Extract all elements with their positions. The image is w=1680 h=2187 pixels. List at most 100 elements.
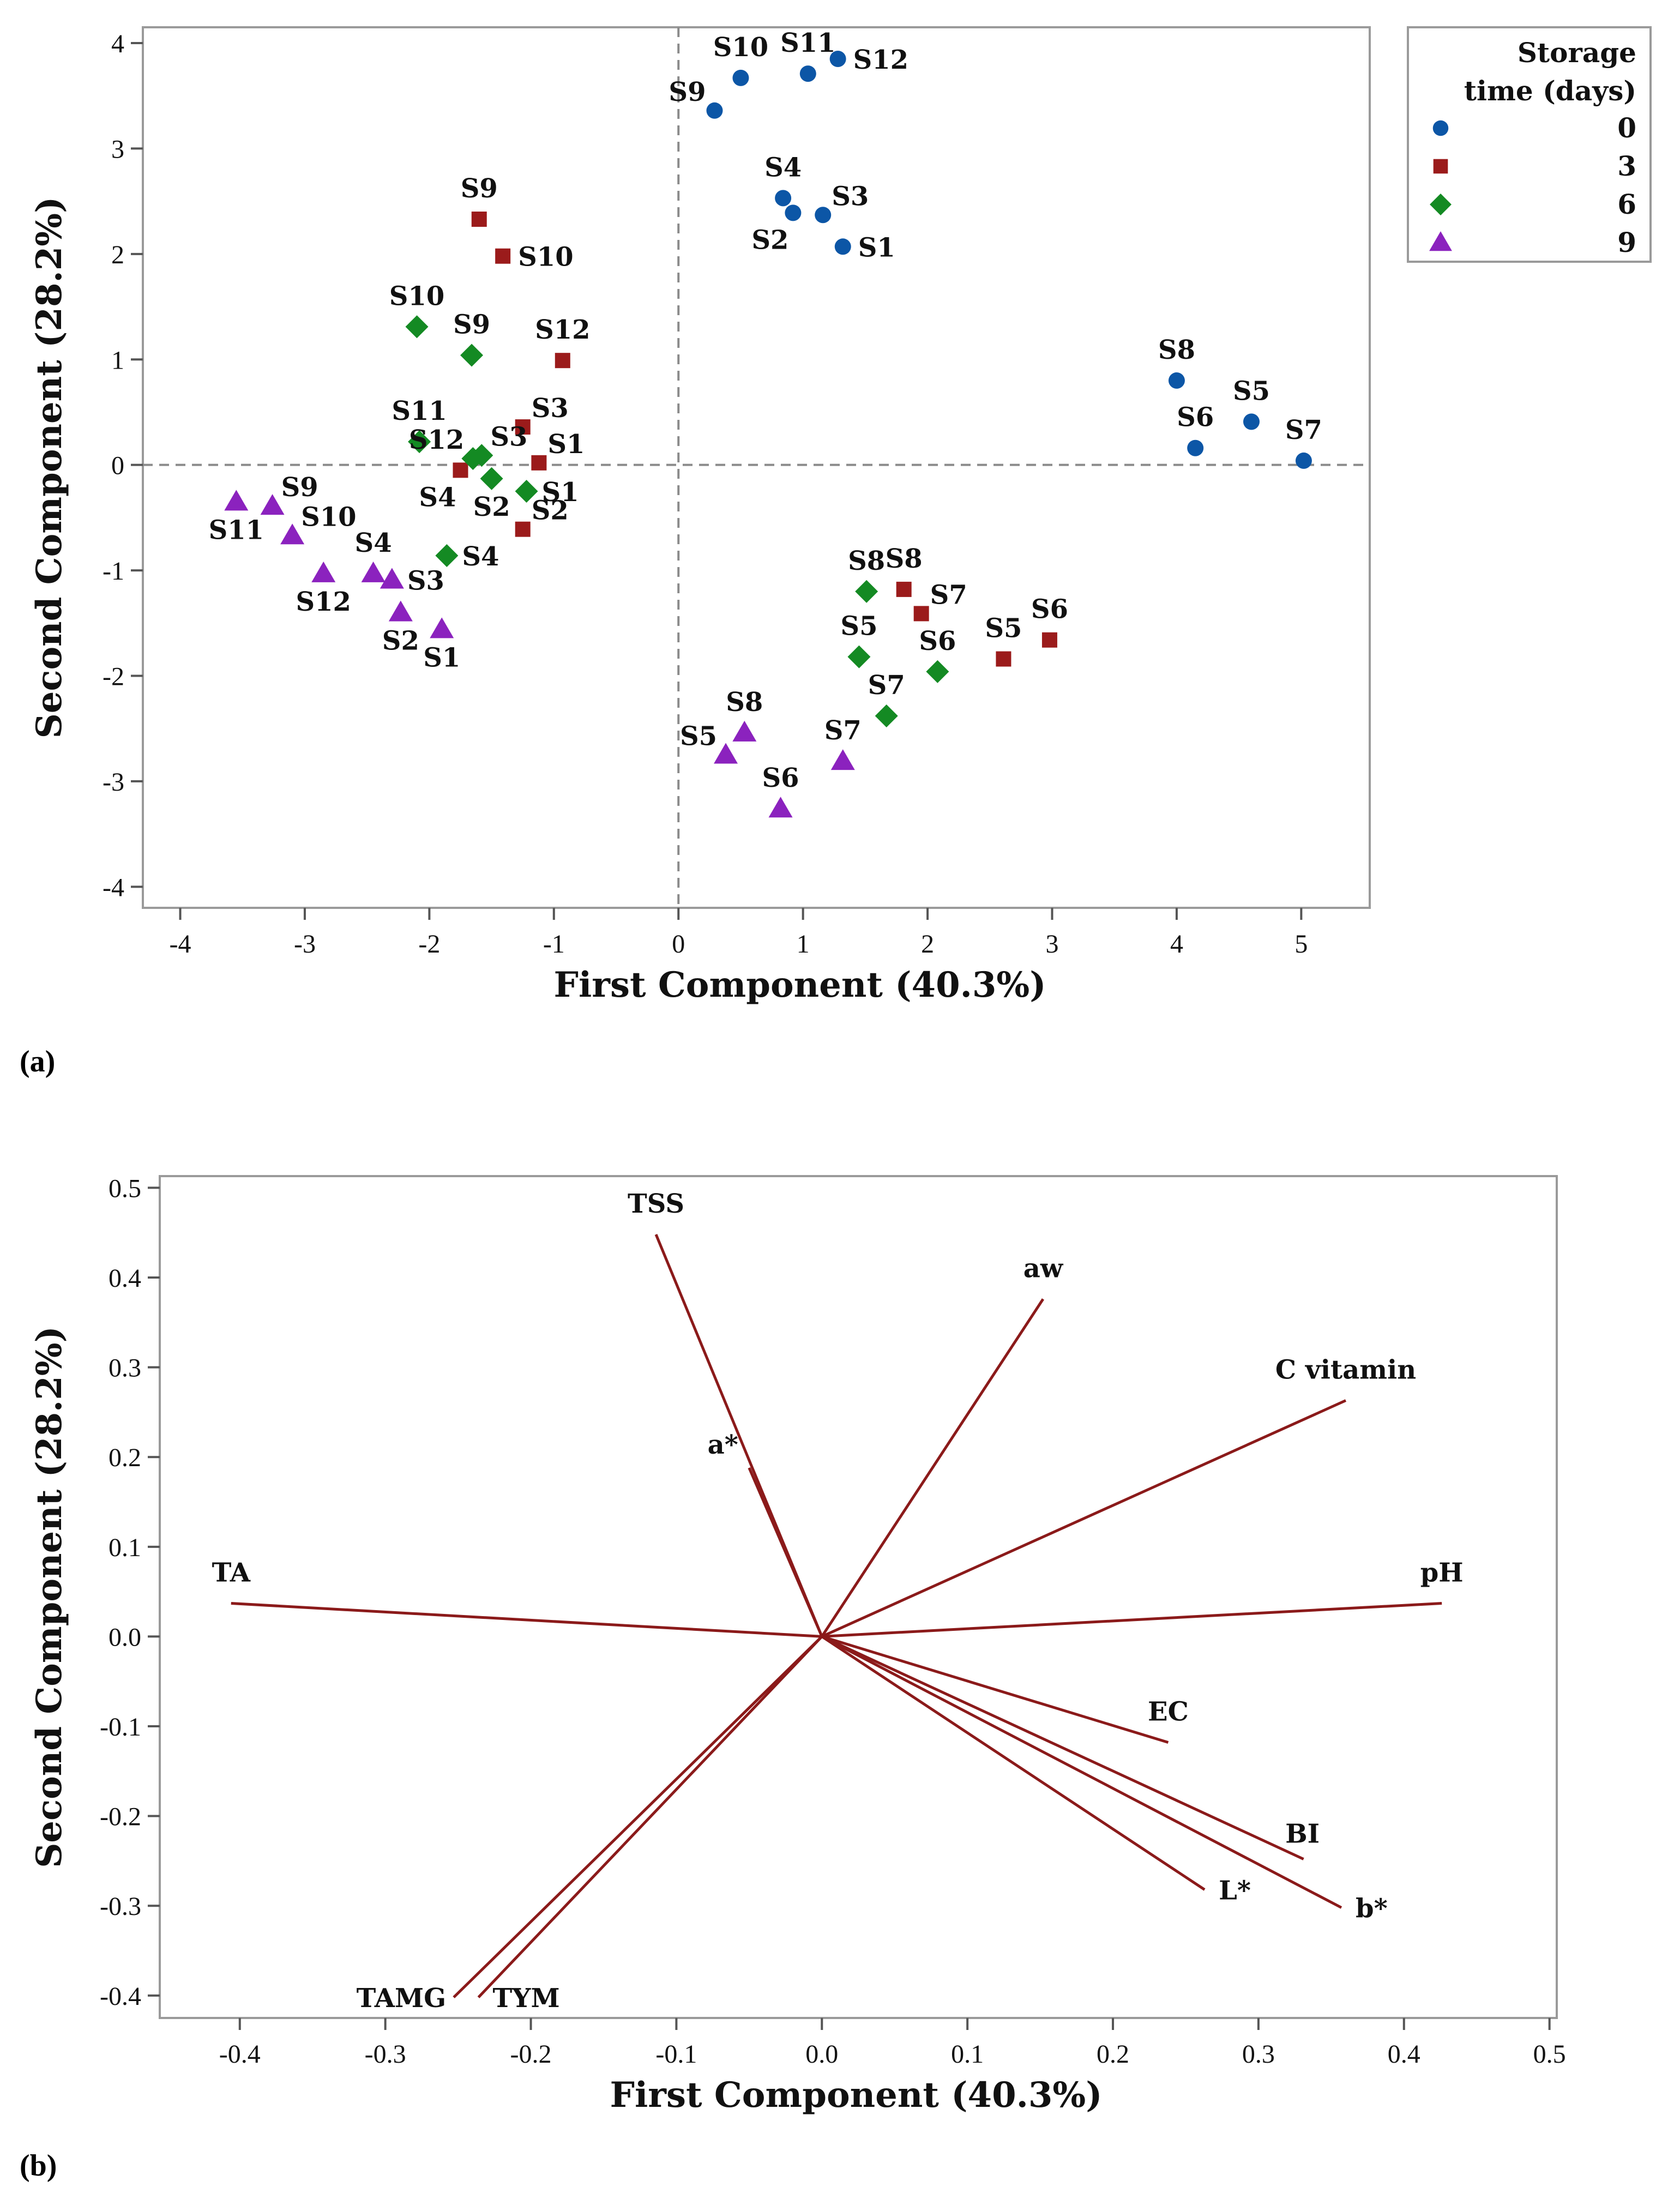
loading-vector-l- xyxy=(821,1635,1206,1891)
point-label: S3 xyxy=(832,181,869,212)
y-tick-label: 0.1 xyxy=(109,1533,141,1562)
point-label: S1 xyxy=(542,477,579,508)
point-label: S1 xyxy=(423,642,460,673)
point-label: S2 xyxy=(751,225,788,255)
point-label: S12 xyxy=(535,315,590,345)
legend-label: 3 xyxy=(1617,150,1636,182)
x-tick-label: 0.5 xyxy=(1533,2040,1566,2069)
loading-vector-c-vitamin xyxy=(821,1399,1347,1638)
y-tick-label: -1 xyxy=(103,557,124,586)
point-label: S6 xyxy=(1031,594,1068,625)
point-label: S6 xyxy=(919,626,956,656)
x-tick-label: 5 xyxy=(1294,930,1308,959)
point-circle-s7 xyxy=(1295,452,1312,469)
x-tick-label: -0.4 xyxy=(219,2040,261,2069)
point-label: S12 xyxy=(409,425,464,455)
x-tick-label: 0.2 xyxy=(1097,2040,1129,2069)
vector-label: pH xyxy=(1420,1558,1464,1588)
y-axis-title: Second Component (28.2%) xyxy=(29,197,70,739)
point-circle-s1 xyxy=(834,238,851,255)
point-label: S3 xyxy=(532,393,569,424)
vector-label: L* xyxy=(1219,1876,1251,1906)
y-tick-label: 1 xyxy=(111,346,124,375)
point-triangle-s5 xyxy=(714,743,738,764)
y-tick-label: 3 xyxy=(111,135,124,164)
y-tick-label: 0.3 xyxy=(109,1354,141,1383)
point-label: S1 xyxy=(858,232,895,263)
point-label: S10 xyxy=(301,502,356,532)
point-label: S6 xyxy=(762,763,799,793)
point-label: S7 xyxy=(1285,415,1322,445)
x-tick-label: 0.3 xyxy=(1242,2040,1275,2069)
point-square-s5 xyxy=(996,651,1011,667)
vector-label: TA xyxy=(212,1558,251,1588)
y-tick-label: -0.3 xyxy=(100,1892,141,1921)
point-square-s4 xyxy=(453,462,468,478)
point-square-s1 xyxy=(531,455,547,471)
point-label: S11 xyxy=(780,28,835,58)
point-triangle-s9 xyxy=(260,494,285,515)
point-label: S11 xyxy=(209,515,264,545)
vector-label: TSS xyxy=(628,1189,684,1219)
point-square-s2 xyxy=(515,521,531,537)
point-label: S4 xyxy=(462,541,499,572)
x-tick-label: 3 xyxy=(1046,930,1059,959)
y-tick-label: 4 xyxy=(111,29,124,58)
point-label: S7 xyxy=(930,580,967,610)
panel-b-label: (b) xyxy=(20,2149,57,2183)
x-axis-title: First Component (40.3%) xyxy=(610,2075,1103,2116)
x-tick-label: 0.1 xyxy=(951,2040,984,2069)
point-triangle-s2 xyxy=(388,600,413,622)
point-label: S2 xyxy=(382,625,419,656)
point-label: S6 xyxy=(1177,402,1214,433)
y-tick-label: -4 xyxy=(103,873,124,902)
x-tick-label: -0.3 xyxy=(365,2040,406,2069)
x-tick-label: 1 xyxy=(797,930,810,959)
point-label: S1 xyxy=(547,429,585,460)
point-diamond-s10 xyxy=(405,315,429,339)
legend-label: 0 xyxy=(1617,112,1636,144)
x-tick-label: 0.4 xyxy=(1388,2040,1420,2069)
point-triangle-s12 xyxy=(311,561,336,582)
point-label: S10 xyxy=(713,32,768,63)
loading-plot: -0.4 -0.3 -0.2 -0.1 0.0 0.1 0.2 0.3 0.4 0.5 -0.4 -0… xyxy=(29,1174,1566,2116)
point-label: S2 xyxy=(532,496,569,526)
point-circle-s3 xyxy=(815,207,832,224)
point-circle-s10 xyxy=(732,69,749,86)
legend-marker-diamond xyxy=(1430,194,1452,215)
loading-vector-b- xyxy=(821,1635,1342,1909)
vector-label: BI xyxy=(1285,1819,1320,1849)
x-tick-label: 0.0 xyxy=(805,2040,838,2069)
point-diamond-s8 xyxy=(855,580,878,603)
point-label: S8 xyxy=(1158,335,1195,365)
y-tick-label: 0.0 xyxy=(109,1623,141,1652)
point-label: S8 xyxy=(726,687,763,718)
point-triangle-s3 xyxy=(380,568,404,589)
point-label: S7 xyxy=(824,715,862,746)
point-label: S7 xyxy=(868,670,905,701)
point-square-s8 xyxy=(896,581,912,597)
vector-label: b* xyxy=(1356,1894,1388,1924)
point-label: S5 xyxy=(840,611,877,642)
loading-vector-ec xyxy=(821,1635,1169,1744)
point-label: S9 xyxy=(281,472,318,503)
loading-vector-bi xyxy=(821,1635,1304,1860)
point-diamond-s9 xyxy=(460,344,484,367)
point-diamond-s1 xyxy=(515,480,538,503)
point-label: S11 xyxy=(392,396,447,426)
point-label: S10 xyxy=(518,242,573,273)
point-label: S8 xyxy=(848,546,885,576)
point-triangle-s11 xyxy=(224,490,249,511)
y-tick-label: -0.1 xyxy=(100,1713,141,1742)
x-axis-title: First Component (40.3%) xyxy=(554,965,1046,1005)
x-tick-label: -1 xyxy=(543,930,565,959)
point-circle-s5 xyxy=(1243,413,1260,430)
vector-label: C vitamin xyxy=(1275,1355,1416,1385)
plot-frame xyxy=(142,26,1371,909)
point-diamond-s2 xyxy=(480,467,503,490)
point-label: S4 xyxy=(419,482,456,513)
x-tick-label: 2 xyxy=(921,930,934,959)
legend: Storage time (days) 0 3 6 9 xyxy=(1407,26,1652,263)
point-label: S9 xyxy=(453,310,490,340)
